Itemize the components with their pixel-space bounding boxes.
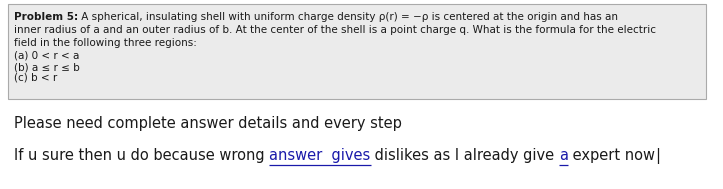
Text: |: |	[655, 148, 660, 164]
Text: dislikes as I already give: dislikes as I already give	[370, 148, 560, 163]
Text: (b) a ≤ r ≤ b: (b) a ≤ r ≤ b	[14, 62, 80, 72]
Text: field in the following three regions:: field in the following three regions:	[14, 38, 197, 48]
Text: inner radius of a and an outer radius of b. At the center of the shell is a poin: inner radius of a and an outer radius of…	[14, 25, 656, 35]
Text: Please need complete answer details and every step: Please need complete answer details and …	[14, 116, 402, 131]
Text: (a) 0 < r < a: (a) 0 < r < a	[14, 51, 80, 61]
Text: Problem 5:: Problem 5:	[14, 12, 78, 22]
Text: A spherical, insulating shell with uniform charge density ρ(r) = −ρ is centered : A spherical, insulating shell with unifo…	[78, 12, 618, 22]
FancyBboxPatch shape	[8, 4, 706, 99]
Text: If u sure then u do because wrong: If u sure then u do because wrong	[14, 148, 269, 163]
Text: expert now: expert now	[568, 148, 655, 163]
Text: (c) b < r: (c) b < r	[14, 73, 57, 83]
Text: answer  gives: answer gives	[269, 148, 370, 163]
Text: a: a	[560, 148, 568, 163]
